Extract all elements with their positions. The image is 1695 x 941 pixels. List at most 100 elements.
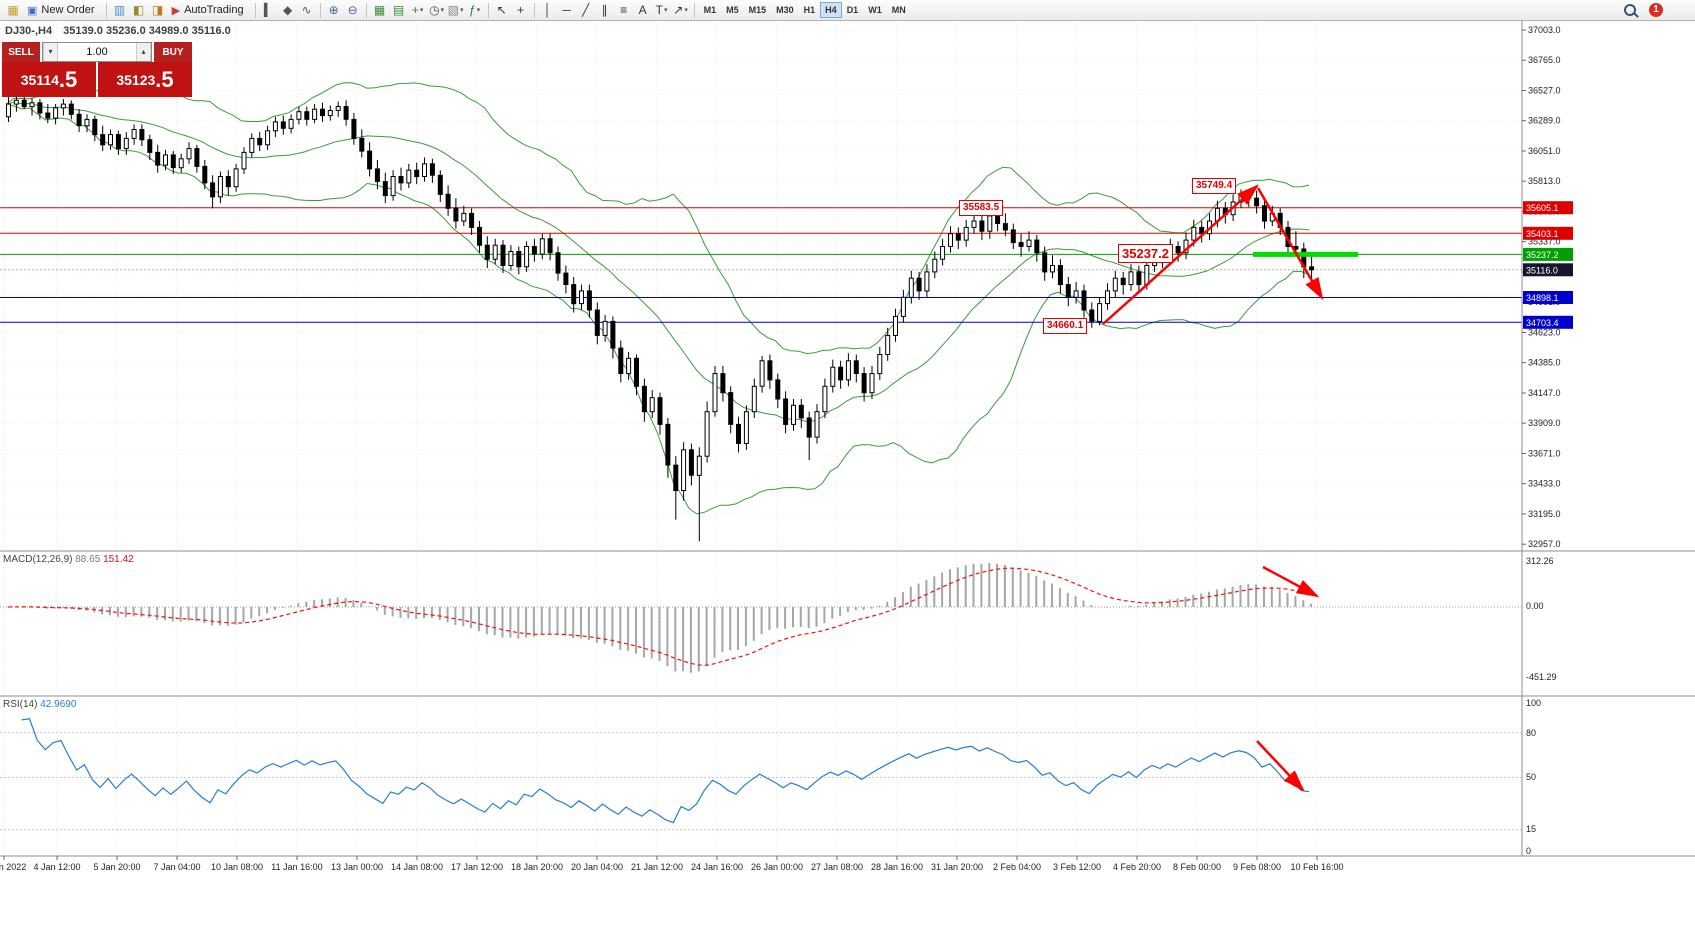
new-order-button-label: New Order <box>41 4 95 16</box>
fibonacci-icon[interactable]: ≡ <box>620 3 628 17</box>
label-icon[interactable]: T ▾ <box>655 3 668 17</box>
chart-canvas[interactable]: 32957.0 33195.0 33433.0 33671.0 33909.0 34147… <box>0 21 1695 941</box>
text-icon[interactable]: A <box>638 3 647 17</box>
symbol-period-label: DJ30-,H4 <box>5 25 53 37</box>
sell-button[interactable]: SELL <box>2 42 40 62</box>
cascade-windows-icon[interactable]: ▤ <box>392 3 405 17</box>
buy-price-button[interactable]: 35123.5 <box>98 62 192 97</box>
price-tag-label: 35403.1 <box>1526 229 1559 239</box>
chart-window-icon[interactable]: ▦ <box>7 3 19 17</box>
annotation-low-34660[interactable]: 34660.1 <box>1043 318 1088 334</box>
candlestick-chart-icon[interactable]: ◆ <box>282 3 293 17</box>
time-tick-label: 10 Feb 16:00 <box>1290 862 1343 872</box>
price-tag-label: 34898.1 <box>1526 293 1559 303</box>
time-tick-label: 4 Feb 20:00 <box>1113 862 1161 872</box>
line-chart-icon[interactable]: ∿ <box>301 3 312 17</box>
time-tick-label: 3 Feb 12:00 <box>1053 862 1101 872</box>
toolbar-separator <box>693 2 695 18</box>
timeframe-h1-button[interactable]: H1 <box>803 5 816 15</box>
annotation-level-35237[interactable]: 35237.2 <box>1118 244 1173 263</box>
volume-input[interactable]: 1.00 <box>86 46 108 58</box>
price-tick-label: 34147.0 <box>1528 388 1561 398</box>
trend-arrow[interactable] <box>1256 740 1305 792</box>
time-tick-label: 11 Jan 16:00 <box>271 862 322 872</box>
candlestick-series <box>6 92 1315 542</box>
search-icon[interactable] <box>1624 4 1636 16</box>
vertical-line-icon[interactable]: │ <box>543 3 552 17</box>
toolbar-separator <box>105 2 107 18</box>
crosshair-icon[interactable]: + <box>517 3 525 17</box>
price-tick-label: 36051.0 <box>1528 146 1561 156</box>
price-tick-label: 36765.0 <box>1528 55 1561 65</box>
time-tick-label: 10 Jan 08:00 <box>211 862 263 872</box>
toolbar-separator <box>365 2 367 18</box>
zoom-out-icon[interactable]: ⊖ <box>347 3 358 17</box>
time-tick-label: 14 Jan 08:00 <box>391 862 443 872</box>
ohlc-bars-icon[interactable]: ▍ <box>263 3 274 17</box>
toolbar-separator <box>254 2 256 18</box>
rsi-label: RSI(14) 42.9690 <box>3 699 76 710</box>
horizontal-line-icon[interactable]: ─ <box>562 3 571 17</box>
timeframe-d1-button[interactable]: D1 <box>846 5 859 15</box>
timeframe-m15-button[interactable]: M15 <box>748 5 767 15</box>
green-level-segment[interactable] <box>1253 251 1358 257</box>
indicators-icon[interactable]: ƒ ▾ <box>468 3 481 17</box>
sell-price-button[interactable]: 35114.5 <box>2 62 96 97</box>
volume-down-button[interactable]: ▾ <box>43 43 58 61</box>
time-tick-label: 4 Jan 12:00 <box>33 862 80 872</box>
chevron-down-icon: ▾ <box>476 7 481 14</box>
timeframe-m1-button[interactable]: M1 <box>703 5 717 15</box>
arrows-icon[interactable]: ↗ ▾ <box>673 3 688 17</box>
period-icon[interactable]: ◷ ▾ <box>429 3 445 17</box>
macd-scale-zero: 0.00 <box>1526 601 1544 611</box>
trend-arrow[interactable] <box>1102 184 1259 325</box>
template-icon[interactable]: ▧ ▾ <box>447 3 464 17</box>
price-tags: 35605.1 35403.1 35237.2 34898.1 34703.4 35116… <box>1523 201 1573 329</box>
one-click-trading-panel: SELL ▾ 1.00 ▴ BUY 35114.5 35123.5 <box>2 42 192 97</box>
trendline-icon[interactable]: ╱ <box>581 3 590 17</box>
annotation-high-35749[interactable]: 35749.4 <box>1192 178 1237 194</box>
timeframe-w1-button[interactable]: W1 <box>868 5 882 15</box>
price-axis: 32957.0 33195.0 33433.0 33671.0 33909.0 34147… <box>1522 25 1561 549</box>
rsi-scale-100: 100 <box>1526 698 1542 708</box>
macd-indicator <box>0 563 1522 673</box>
time-tick-label: 2 Feb 04:00 <box>993 862 1041 872</box>
macd-name: MACD(12,26,9) <box>3 554 73 565</box>
autotrading-button[interactable]: ▶ AutoTrading <box>168 2 251 19</box>
rsi-value: 42.9690 <box>40 699 77 710</box>
timeframe-h4-button[interactable]: H4 <box>820 2 842 18</box>
tile-windows-icon[interactable]: ▦ <box>373 3 386 17</box>
macd-value-signal: 151.42 <box>103 554 134 565</box>
annotation-level-35583[interactable]: 35583.5 <box>959 200 1004 216</box>
zoom-in-icon[interactable]: ⊕ <box>328 3 339 17</box>
autotrading-icon: ▶ <box>171 4 181 17</box>
timeframe-mn-button[interactable]: MN <box>891 5 906 15</box>
channel-icon[interactable]: ∥ <box>601 3 608 17</box>
new-chart-icon[interactable]: + ▾ <box>411 3 424 17</box>
macd-label: MACD(12,26,9) 88.65 151.42 <box>3 554 134 565</box>
price-tick-label: 33195.0 <box>1528 509 1561 519</box>
chart-grid <box>0 21 1522 856</box>
price-tick-label: 35813.0 <box>1528 176 1561 186</box>
price-tag-label: 35116.0 <box>1526 265 1558 275</box>
navigator-icon[interactable]: ◨ <box>151 3 164 17</box>
cursor-icon[interactable]: ↖ <box>496 3 507 17</box>
price-tick-label: 36527.0 <box>1528 86 1561 96</box>
chevron-down-icon: ▾ <box>419 7 424 14</box>
macd-value-main: 88.65 <box>75 554 101 565</box>
price-tick-label: 34623.0 <box>1528 328 1561 338</box>
trend-arrow[interactable] <box>1262 565 1320 598</box>
buy-button[interactable]: BUY <box>154 42 192 62</box>
volume-up-button[interactable]: ▴ <box>136 43 151 61</box>
timeframe-m5-button[interactable]: M5 <box>726 5 739 15</box>
profiles-icon[interactable]: ◧ <box>132 3 145 17</box>
charts-icon[interactable]: ▥ <box>113 3 126 17</box>
bollinger-bands <box>5 82 1310 515</box>
time-tick-label: 20 Jan 04:00 <box>571 862 623 872</box>
trend-arrow[interactable] <box>1256 187 1324 301</box>
timeframe-m30-button[interactable]: M30 <box>776 5 794 15</box>
notification-badge[interactable]: 1 <box>1649 3 1663 17</box>
buy-price-frac: .5 <box>155 66 174 92</box>
new-order-button[interactable]: ▣ New Order <box>23 2 102 19</box>
